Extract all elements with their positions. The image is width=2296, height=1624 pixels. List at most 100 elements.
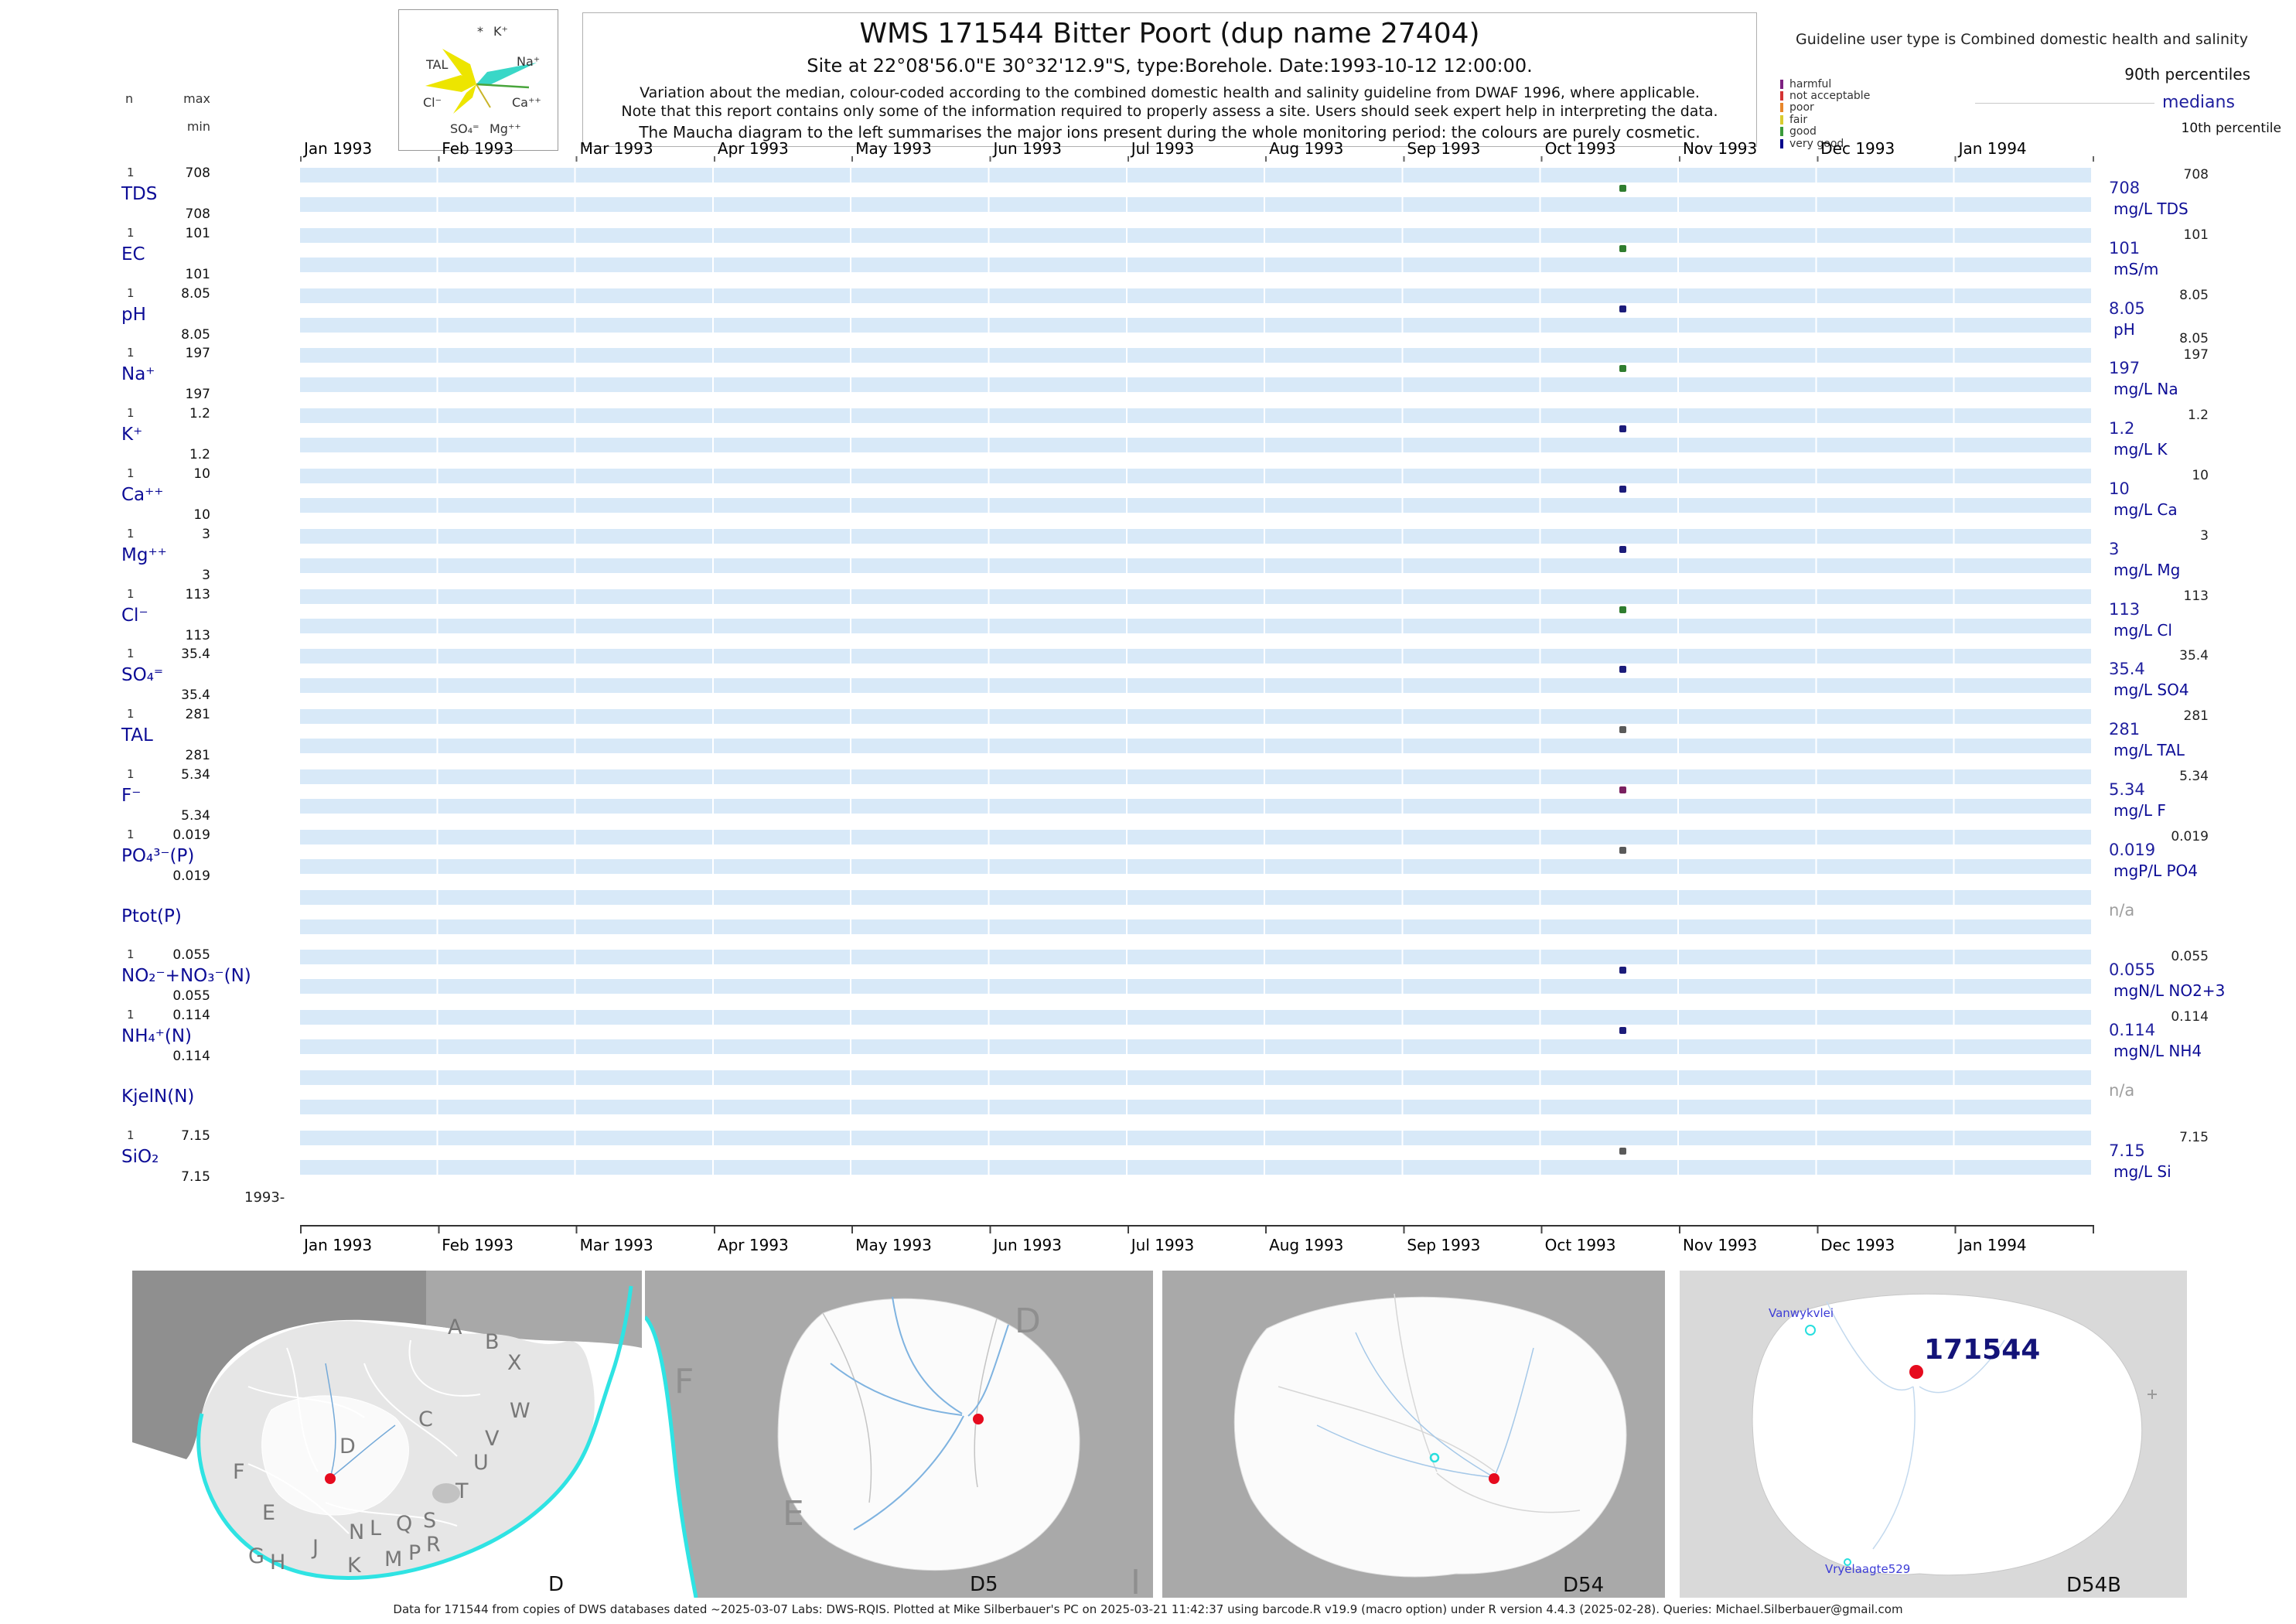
month-label: Jul 1993: [1131, 139, 1195, 158]
sample-count: 1: [127, 947, 135, 962]
header-note-2: Note that this report contains only some…: [621, 103, 1718, 120]
site-code-label: 171544: [1924, 1334, 2040, 1366]
region-boundaries: [822, 1312, 998, 1503]
parameter-row: 1 8.05 pH 8.05 8.05 pH 8.05 8.05: [0, 284, 2296, 346]
svg-text:L: L: [370, 1517, 381, 1540]
parameter-name: Ca⁺⁺: [121, 484, 164, 505]
panel-label: D5: [970, 1573, 998, 1596]
parameter-name: Mg⁺⁺: [121, 544, 167, 565]
month-bands: [300, 765, 2093, 826]
min-value: 5.34: [181, 807, 210, 824]
median-value: 5.34: [2109, 780, 2145, 799]
sample-count: 1: [127, 165, 135, 179]
map-quaternary-catchment: Vanwykvlei 171544 Vryelaagte529 D54B: [1680, 1271, 2187, 1598]
coastline: [196, 1285, 633, 1580]
median-value: 7.15: [2109, 1141, 2145, 1160]
month-label: May 1993: [855, 1236, 932, 1254]
month-bands: [300, 1126, 2093, 1187]
sample-count: 1: [127, 285, 135, 300]
sample-count: 1: [127, 827, 135, 841]
parameter-name: Na⁺: [121, 364, 155, 385]
month-bands: [300, 885, 2093, 947]
guideline-color-bar: [1780, 127, 1783, 137]
bottom-axis: [300, 1225, 2094, 1233]
min-value: 10: [193, 507, 210, 523]
p90-value: 101: [2183, 227, 2209, 243]
neighbour-countries-east: [426, 1271, 642, 1348]
min-value: 0.114: [172, 1049, 210, 1065]
sample-point: [1619, 786, 1626, 793]
panel-label: D54B: [2066, 1574, 2121, 1597]
sample-count: 1: [127, 707, 135, 722]
month-label: Nov 1993: [1682, 139, 1758, 158]
sample-point: [1619, 305, 1626, 312]
unit-label: mS/m: [2113, 259, 2159, 278]
p90-value: 10: [2192, 467, 2209, 483]
parameter-name: F⁻: [121, 785, 142, 806]
p90-value: 0.114: [2171, 1009, 2209, 1025]
guideline-level: good: [1780, 125, 1870, 138]
p90-value: 0.055: [2171, 949, 2209, 965]
month-label: Aug 1993: [1269, 139, 1344, 158]
median-value: n/a: [2109, 1080, 2135, 1100]
p90-value: 708: [2183, 167, 2209, 183]
median-value: 197: [2109, 359, 2141, 378]
unit-label: mg/L Na: [2113, 380, 2178, 399]
subcatchment-boundaries: [1278, 1293, 1581, 1513]
min-value: 3: [202, 567, 210, 583]
sample-point: [1619, 1147, 1626, 1155]
p90-value: 0.019: [2171, 828, 2209, 844]
sample-count: 1: [127, 647, 135, 661]
parameter-name: PO₄³⁻(P): [121, 845, 195, 866]
guideline-color-bar: [1780, 91, 1783, 101]
parameter-row: 1 0.114 NH₄⁺(N) 0.114 0.114 mgN/L NH4 0.…: [0, 1006, 2296, 1066]
unit-label: mg/L SO4: [2113, 681, 2189, 700]
month-label: Jul 1993: [1131, 1236, 1195, 1254]
medians-header: medians: [2162, 93, 2235, 112]
p90-value: 5.34: [2179, 768, 2209, 784]
pan-marker-top: [1805, 1325, 1816, 1336]
svg-text:C: C: [418, 1407, 433, 1431]
map-region-letters: D F E I: [674, 1302, 1141, 1602]
parameter-name: SO₄⁼: [121, 665, 164, 686]
rivers: [1316, 1332, 1534, 1478]
sample-point: [1619, 1027, 1626, 1035]
unit-label: mg/L F: [2113, 800, 2166, 820]
max-value: 5.34: [181, 766, 210, 783]
min-value: 101: [185, 266, 210, 282]
svg-text:V: V: [485, 1427, 500, 1451]
p10-header: 10th percentile: [2181, 121, 2282, 136]
p90-value: 281: [2183, 708, 2209, 725]
parameter-name: EC: [121, 244, 145, 264]
top-axis-ticks: [300, 156, 2094, 162]
unit-label: mg/L TDS: [2113, 200, 2189, 218]
maucha-ion-labels: * K⁺ Na⁺ Ca⁺⁺ Mg⁺⁺ SO₄⁼ Cl⁻ TAL: [423, 24, 541, 136]
svg-text:F: F: [233, 1460, 245, 1484]
min-value: 197: [185, 387, 210, 403]
unit-label: mg/L TAL: [2113, 741, 2185, 760]
svg-text:M: M: [384, 1547, 402, 1571]
p90-value: 197: [2183, 347, 2209, 363]
parameter-row: 1 113 Cl⁻ 113 113 mg/L Cl 113: [0, 585, 2296, 646]
maucha-diagram: * K⁺ Na⁺ Ca⁺⁺ Mg⁺⁺ SO₄⁼ Cl⁻ TAL: [398, 9, 558, 151]
dam-marker: [1429, 1452, 1440, 1463]
parameter-name: K⁺: [121, 425, 143, 445]
guideline-level-label: fair: [1789, 113, 1808, 126]
max-value: 708: [185, 165, 210, 181]
month-bands: [300, 1066, 2093, 1127]
guideline-level-label: good: [1789, 125, 1817, 138]
unit-label: mgN/L NO2+3: [2113, 981, 2226, 1001]
min-value: 0.019: [172, 868, 210, 884]
parameter-row: 1 708 TDS 708 708 mg/L TDS 708: [0, 164, 2296, 224]
sample-count: 1: [127, 225, 135, 240]
guideline-color-bar: [1780, 103, 1783, 113]
min-value: 281: [185, 748, 210, 764]
month-label: Jan 1993: [304, 1236, 373, 1254]
month-bands: [300, 645, 2093, 706]
unit-label: mgP/L PO4: [2113, 861, 2199, 880]
unit-label: mg/L K: [2113, 440, 2168, 459]
maucha-star: [425, 49, 537, 114]
month-label: Oct 1993: [1544, 139, 1616, 158]
guideline-level-label: not acceptable: [1789, 90, 1871, 103]
svg-text:TAL: TAL: [425, 57, 448, 72]
